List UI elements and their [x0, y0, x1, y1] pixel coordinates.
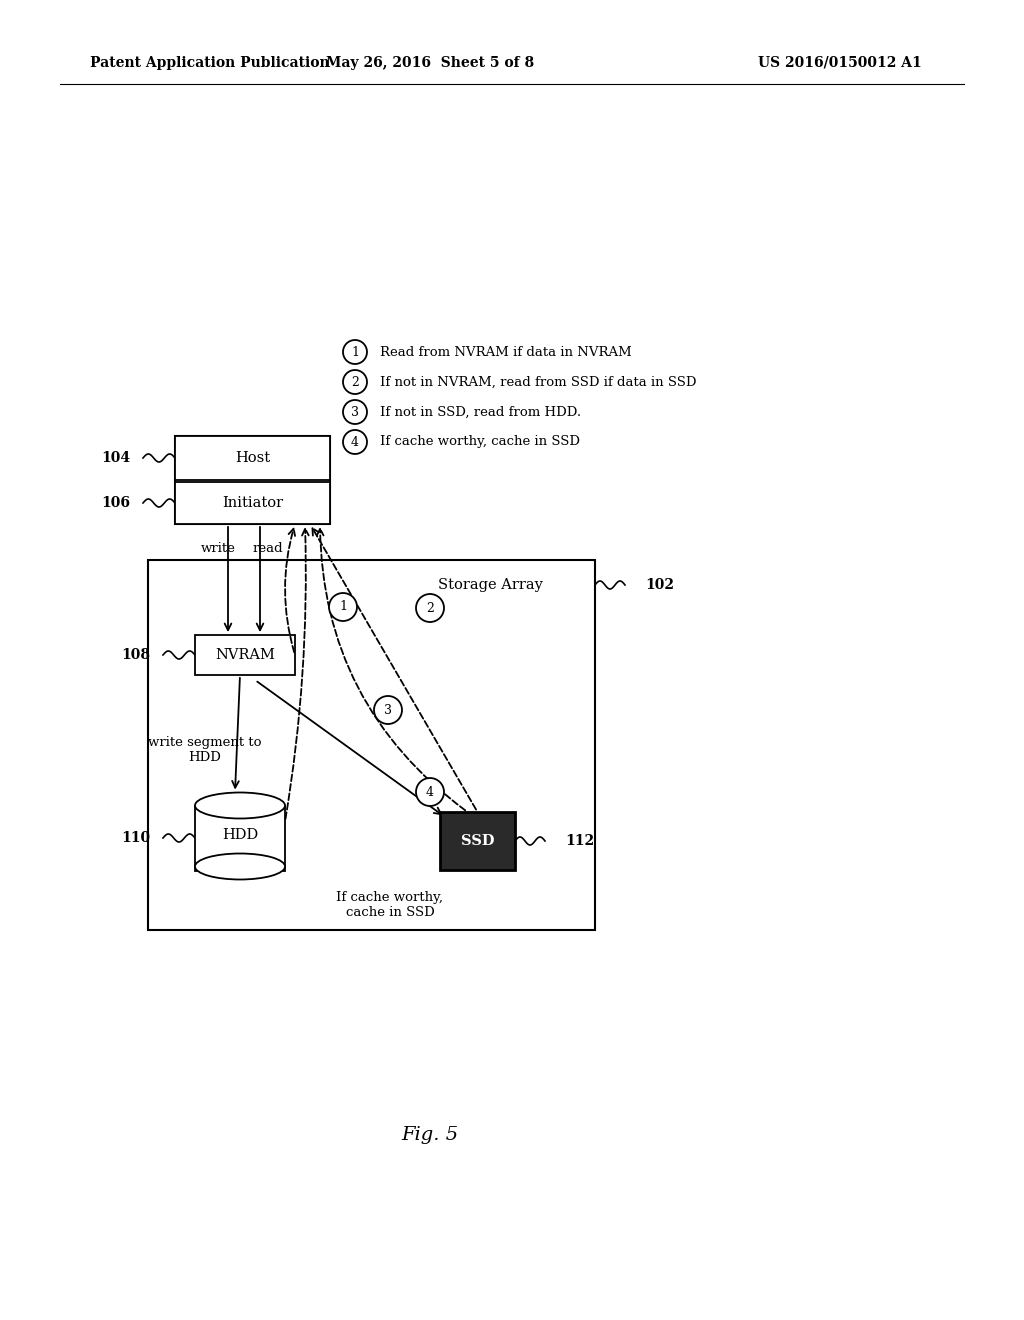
- Circle shape: [343, 400, 367, 424]
- Circle shape: [343, 370, 367, 393]
- Text: SSD: SSD: [461, 834, 495, 847]
- Text: 110: 110: [121, 832, 150, 845]
- FancyArrowPatch shape: [286, 529, 308, 818]
- Bar: [175, 436, 330, 524]
- Text: 104: 104: [101, 451, 130, 465]
- FancyArrowPatch shape: [232, 677, 240, 788]
- Text: 4: 4: [426, 785, 434, 799]
- Circle shape: [416, 777, 444, 807]
- FancyArrowPatch shape: [257, 527, 263, 630]
- Bar: [175, 436, 330, 480]
- Text: 1: 1: [339, 601, 347, 614]
- Circle shape: [329, 593, 357, 620]
- Text: read: read: [253, 541, 284, 554]
- Text: Fig. 5: Fig. 5: [401, 1126, 459, 1144]
- Bar: [440, 812, 515, 870]
- Text: Host: Host: [234, 451, 270, 465]
- Bar: [148, 560, 595, 931]
- Text: NVRAM: NVRAM: [215, 648, 274, 663]
- Text: 112: 112: [565, 834, 594, 847]
- FancyArrowPatch shape: [312, 528, 476, 809]
- Text: Initiator: Initiator: [222, 496, 283, 510]
- FancyArrowPatch shape: [316, 529, 465, 810]
- Bar: [195, 805, 285, 870]
- Circle shape: [343, 341, 367, 364]
- Text: 3: 3: [351, 405, 359, 418]
- Circle shape: [416, 594, 444, 622]
- Text: HDD: HDD: [222, 828, 258, 842]
- Ellipse shape: [195, 792, 285, 818]
- Text: 102: 102: [645, 578, 674, 591]
- Circle shape: [374, 696, 402, 723]
- Text: write segment to
HDD: write segment to HDD: [148, 737, 262, 764]
- FancyArrowPatch shape: [257, 681, 441, 814]
- Text: Read from NVRAM if data in NVRAM: Read from NVRAM if data in NVRAM: [380, 346, 632, 359]
- Text: May 26, 2016  Sheet 5 of 8: May 26, 2016 Sheet 5 of 8: [326, 55, 535, 70]
- Text: 3: 3: [384, 704, 392, 717]
- Ellipse shape: [195, 854, 285, 879]
- Text: If cache worthy,
cache in SSD: If cache worthy, cache in SSD: [337, 891, 443, 919]
- Text: If not in SSD, read from HDD.: If not in SSD, read from HDD.: [380, 405, 582, 418]
- Text: If cache worthy, cache in SSD: If cache worthy, cache in SSD: [380, 436, 580, 449]
- Circle shape: [343, 430, 367, 454]
- Bar: [175, 482, 330, 524]
- Bar: [195, 635, 295, 675]
- Text: US 2016/0150012 A1: US 2016/0150012 A1: [758, 55, 922, 70]
- Text: Patent Application Publication: Patent Application Publication: [90, 55, 330, 70]
- FancyArrowPatch shape: [224, 527, 231, 630]
- Text: write: write: [201, 541, 236, 554]
- Text: Storage Array: Storage Array: [437, 578, 543, 591]
- Text: If not in NVRAM, read from SSD if data in SSD: If not in NVRAM, read from SSD if data i…: [380, 375, 696, 388]
- Text: 1: 1: [351, 346, 359, 359]
- Text: 108: 108: [121, 648, 150, 663]
- Text: 4: 4: [351, 436, 359, 449]
- FancyArrowPatch shape: [285, 528, 295, 652]
- Text: 2: 2: [426, 602, 434, 615]
- Text: 2: 2: [351, 375, 359, 388]
- Text: 106: 106: [101, 496, 130, 510]
